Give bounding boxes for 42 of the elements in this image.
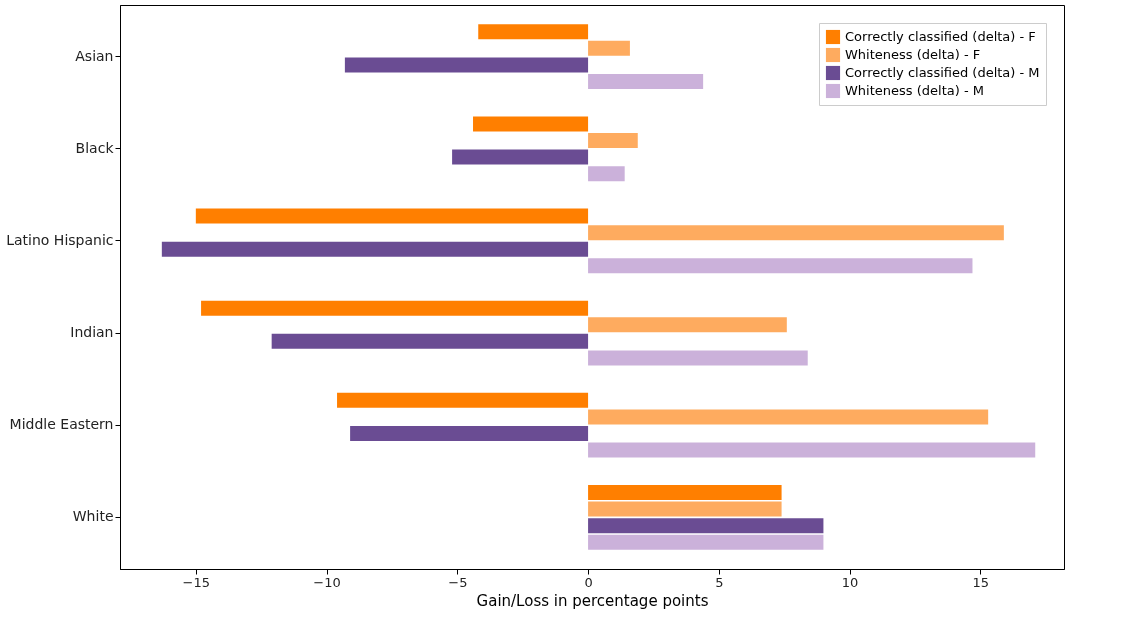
x-tick-label: −10 — [313, 574, 341, 590]
bar — [588, 485, 782, 501]
bar — [452, 149, 589, 165]
bar — [588, 73, 704, 89]
bar — [588, 132, 638, 148]
x-axis-title: Gain/Loss in percentage points — [476, 591, 709, 610]
bar — [337, 392, 589, 408]
x-tick-label: 10 — [841, 574, 859, 590]
legend-label: Correctly classified (delta) - F — [845, 29, 1036, 44]
y-tick-label: White — [72, 508, 114, 525]
bar — [588, 258, 973, 274]
legend-label: Correctly classified (delta) - M — [845, 65, 1040, 80]
bar — [344, 57, 589, 73]
bar — [161, 241, 589, 257]
x-tick-label: 5 — [715, 574, 724, 590]
y-tick-label: Asian — [75, 47, 114, 64]
bar — [201, 300, 589, 316]
x-tick-label: 15 — [972, 574, 990, 590]
bar — [350, 426, 589, 442]
bar — [588, 40, 630, 56]
x-tick-label: 0 — [584, 574, 593, 590]
legend-label: Whiteness (delta) - F — [845, 47, 981, 62]
bar — [588, 166, 625, 182]
bar — [195, 208, 589, 224]
y-tick-label: Latino Hispanic — [6, 231, 114, 248]
bar — [588, 442, 1036, 458]
x-tick-label: −15 — [182, 574, 211, 590]
x-tick-label: −5 — [448, 574, 468, 590]
y-tick-label: Indian — [70, 324, 114, 341]
bar — [588, 518, 824, 534]
bar — [478, 24, 589, 40]
bar — [588, 317, 787, 333]
bar — [588, 534, 824, 550]
legend-label: Whiteness (delta) - M — [845, 83, 984, 98]
bar — [588, 225, 1004, 241]
y-tick-label: Black — [75, 139, 115, 156]
bar — [271, 333, 589, 349]
bar — [473, 116, 589, 132]
bar — [588, 501, 782, 517]
bar — [588, 409, 989, 425]
bar — [588, 350, 808, 366]
y-tick-label: Middle Eastern — [9, 416, 114, 433]
